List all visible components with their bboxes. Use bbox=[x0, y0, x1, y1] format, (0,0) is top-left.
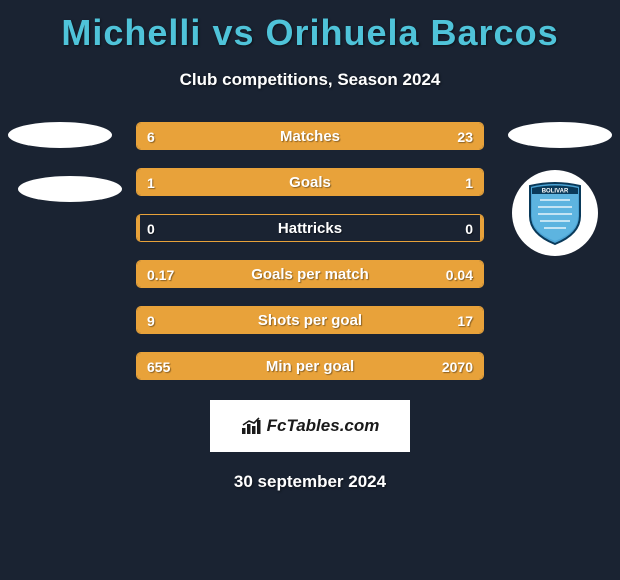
stat-value-left: 9 bbox=[147, 307, 155, 334]
stat-value-right: 2070 bbox=[442, 353, 473, 380]
stat-label: Hattricks bbox=[137, 215, 483, 242]
svg-text:BOLIVAR: BOLIVAR bbox=[542, 189, 569, 195]
stat-bar: Hattricks0 0 bbox=[136, 214, 484, 242]
stat-value-left: 0.17 bbox=[147, 261, 174, 288]
chart-icon bbox=[241, 417, 263, 435]
stat-bar: Goals1 1 bbox=[136, 168, 484, 196]
stat-label: Goals per match bbox=[137, 261, 483, 288]
player-right-placeholder-1 bbox=[508, 122, 612, 148]
stat-value-right: 17 bbox=[457, 307, 473, 334]
stat-value-left: 1 bbox=[147, 169, 155, 196]
stat-value-right: 0.04 bbox=[446, 261, 473, 288]
fctables-logo: FcTables.com bbox=[241, 416, 380, 436]
stats-container: BOLIVAR Matches6 23 Goals1 1 Hattricks0 0 Goal… bbox=[0, 122, 620, 380]
stat-value-left: 0 bbox=[147, 215, 155, 242]
stat-value-left: 655 bbox=[147, 353, 170, 380]
player-left-placeholder-2 bbox=[18, 176, 122, 202]
stat-label: Matches bbox=[137, 123, 483, 150]
stat-value-right: 1 bbox=[465, 169, 473, 196]
attribution-box: FcTables.com bbox=[210, 400, 410, 452]
stat-value-right: 23 bbox=[457, 123, 473, 150]
stat-label: Shots per goal bbox=[137, 307, 483, 334]
club-badge-right: BOLIVAR bbox=[512, 170, 598, 256]
player-left-placeholder-1 bbox=[8, 122, 112, 148]
stat-value-left: 6 bbox=[147, 123, 155, 150]
stat-bar: Shots per goal9 17 bbox=[136, 306, 484, 334]
stat-bar: Min per goal655 2070 bbox=[136, 352, 484, 380]
attribution-text: FcTables.com bbox=[267, 416, 380, 436]
stat-label: Goals bbox=[137, 169, 483, 196]
comparison-title: Michelli vs Orihuela Barcos bbox=[0, 0, 620, 54]
comparison-subtitle: Club competitions, Season 2024 bbox=[0, 70, 620, 90]
stat-label: Min per goal bbox=[137, 353, 483, 380]
stat-value-right: 0 bbox=[465, 215, 473, 242]
comparison-date: 30 september 2024 bbox=[0, 472, 620, 492]
stat-bars: Matches6 23 Goals1 1 Hattricks0 0 Goals per ma… bbox=[136, 122, 484, 380]
bolivar-shield-icon: BOLIVAR bbox=[526, 180, 584, 246]
stat-bar: Matches6 23 bbox=[136, 122, 484, 150]
stat-bar: Goals per match0.17 0.04 bbox=[136, 260, 484, 288]
